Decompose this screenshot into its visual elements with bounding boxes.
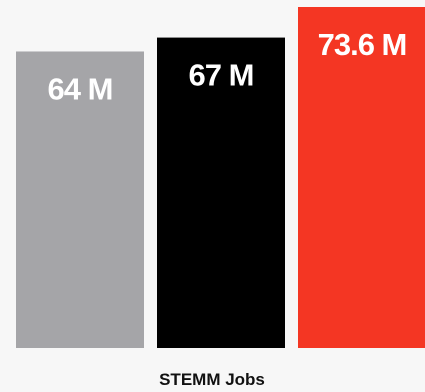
bar-3	[298, 7, 425, 348]
bar-value-label-1: 64 M	[48, 71, 113, 106]
value-labels-group: 64 M 67 M 73.6 M	[48, 27, 408, 106]
bars-group	[16, 7, 425, 349]
bar-1	[16, 51, 144, 348]
x-axis-label: STEMM Jobs	[159, 370, 265, 389]
bar-2	[157, 37, 285, 349]
bar-value-label-3: 73.6 M	[318, 27, 407, 62]
bar-value-label-2: 67 M	[189, 58, 254, 93]
